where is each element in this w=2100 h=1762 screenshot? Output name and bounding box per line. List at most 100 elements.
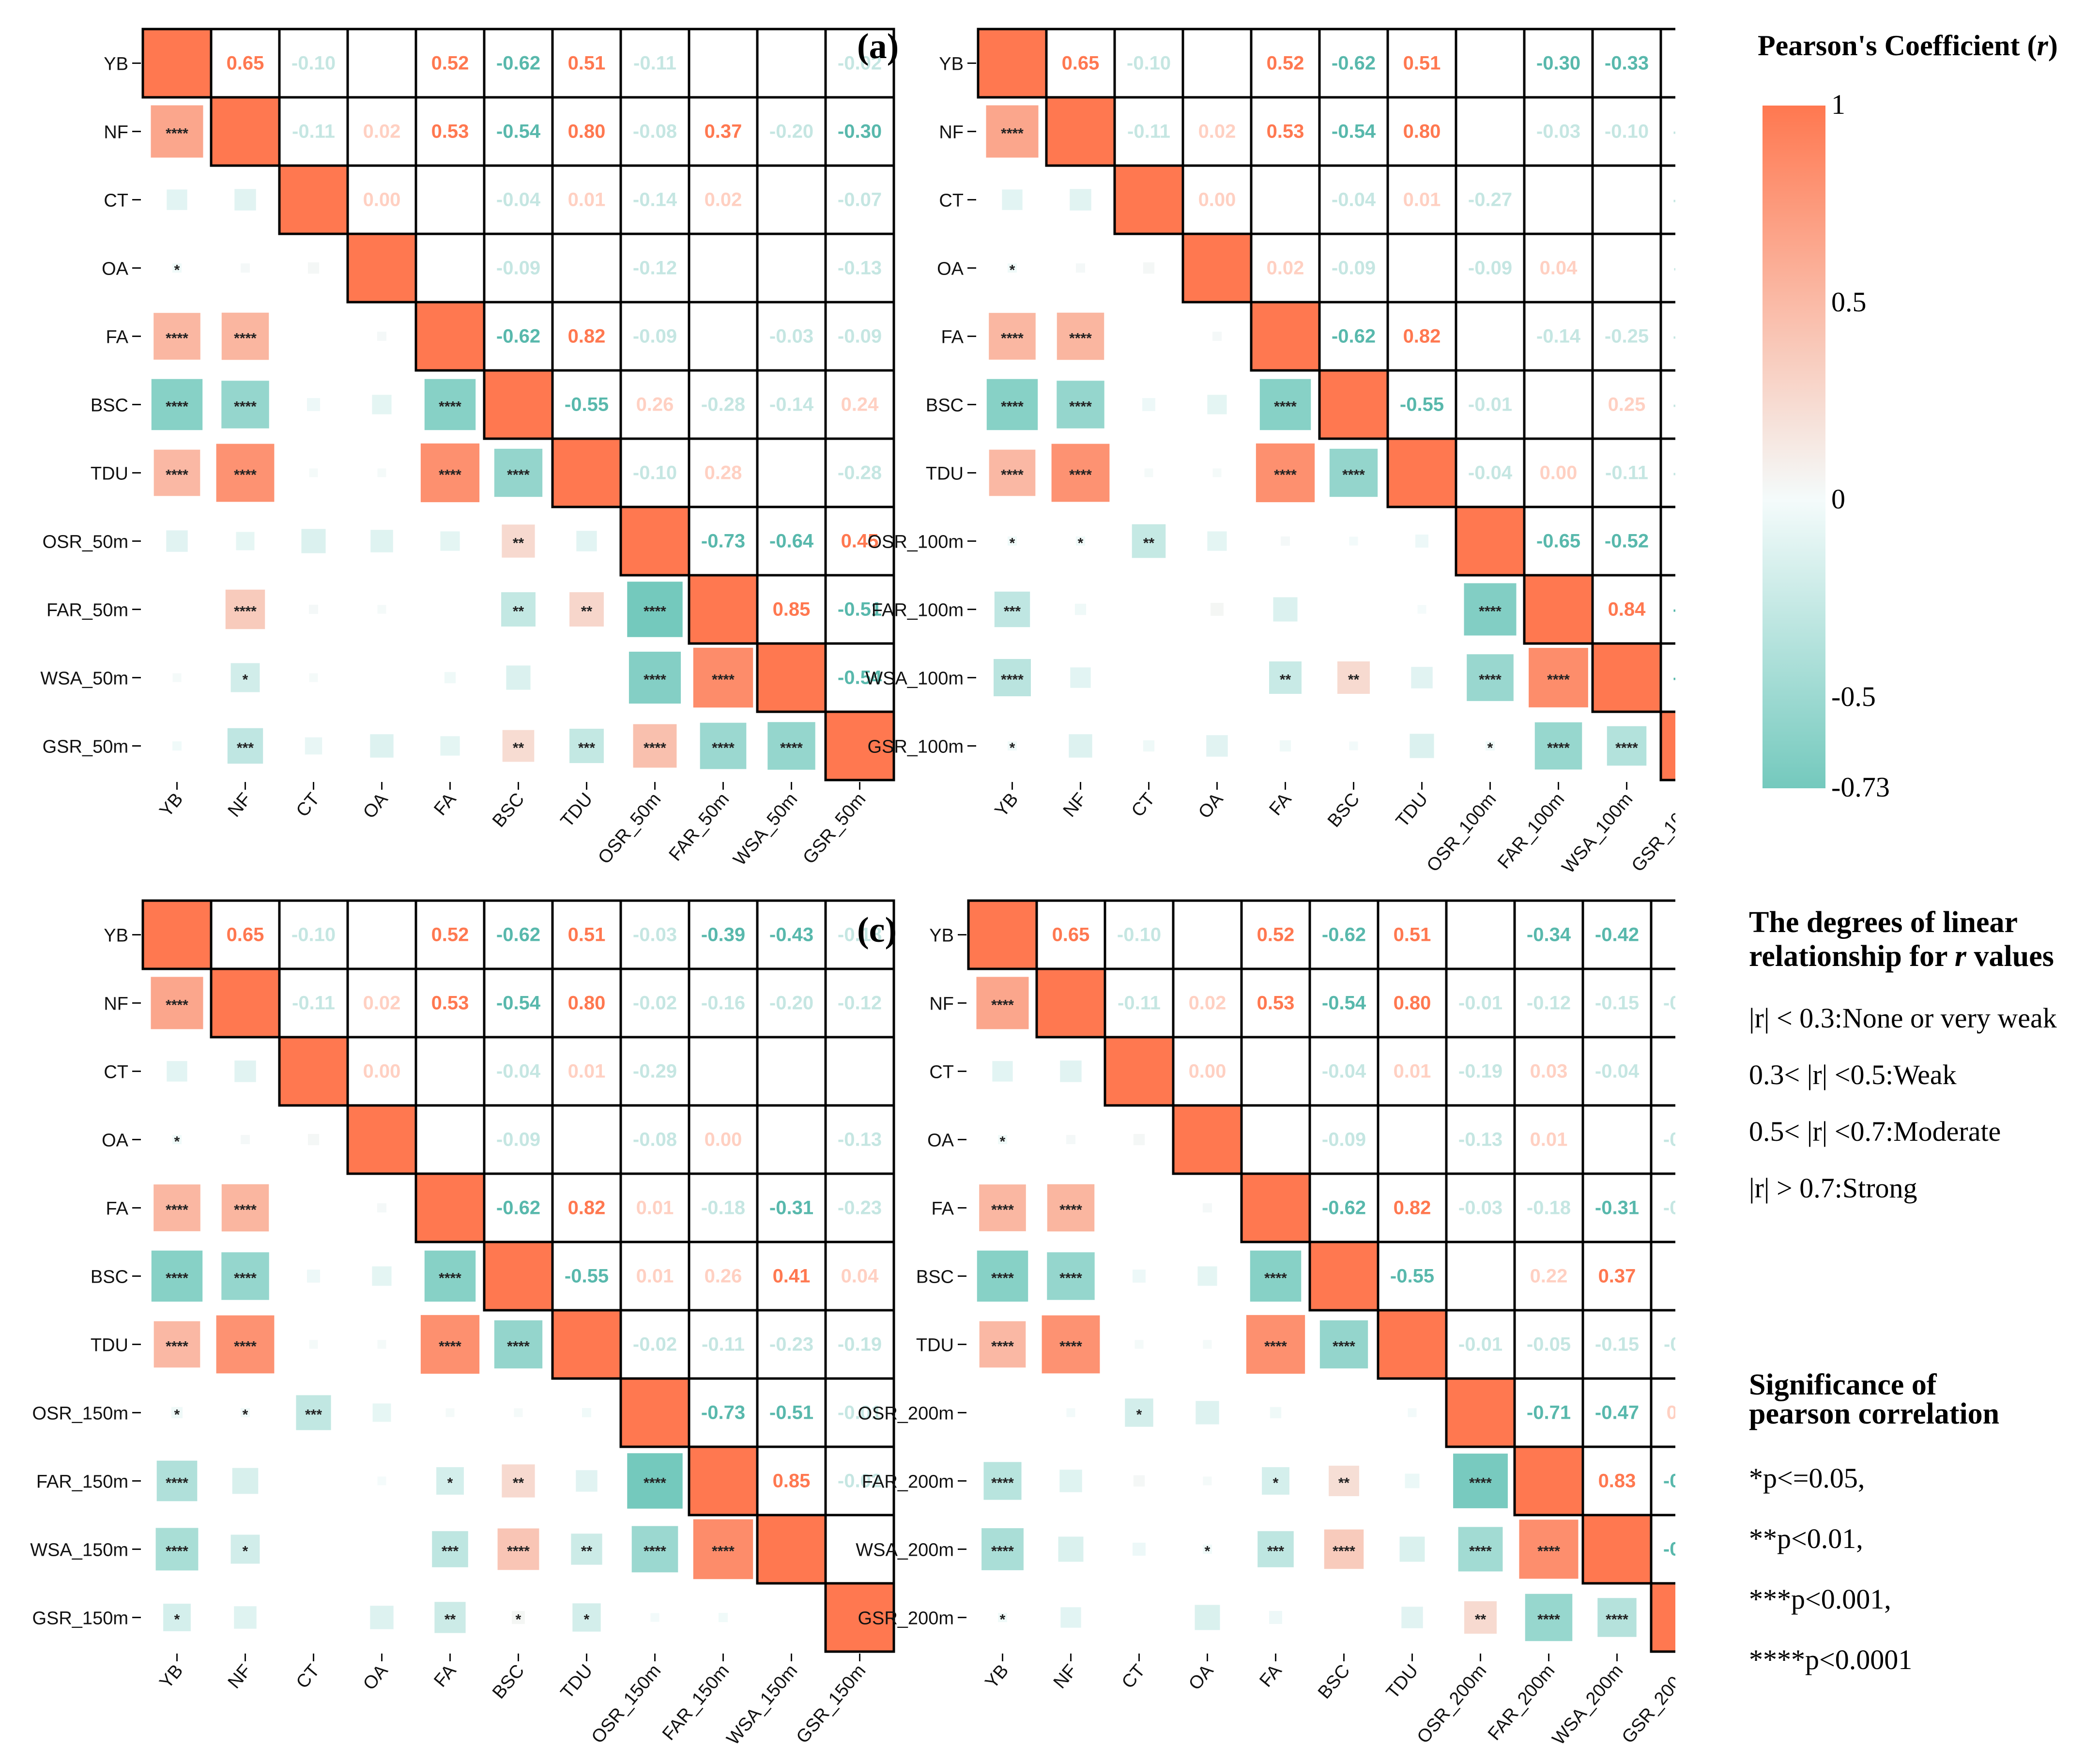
coefficient-label: -0.19 [1458,1061,1502,1082]
coefficient-label: 0.37 [1598,1266,1636,1287]
grid-cell [1650,1172,1675,1243]
grid-cell [1513,1104,1584,1175]
grid-cell [1308,1036,1380,1107]
coefficient-label: -0.28 [701,394,745,415]
coefficient-label: 0.22 [1530,1266,1568,1287]
significance-stars: **** [1274,467,1297,483]
correlation-square [216,1315,275,1374]
correlation-square [494,448,543,497]
coefficient-label: 0.02 [1267,258,1304,279]
correlation-square [225,589,265,629]
grid-cell [824,967,895,1039]
coefficient-label: 0.02 [1189,993,1226,1014]
grid-cell [551,232,622,304]
correlation-square [1329,1466,1359,1496]
correlation-square [221,381,269,429]
significance-stars: **** [712,740,735,756]
colorbar-tick-label: -0.73 [1831,771,1890,803]
significance-stars: **** [1059,1339,1082,1355]
correlation-square [1408,1408,1417,1417]
significance-stars: ** [581,604,593,620]
correlation-square [502,1464,535,1498]
grid-cell [414,164,486,235]
significance-stars: **** [1069,399,1092,415]
diagonal-cell [1445,1377,1516,1448]
correlation-square [1133,1475,1145,1487]
coefficient-label: -0.01 [1458,1334,1502,1355]
correlation-square [1060,1607,1081,1628]
significance-stars: **** [1274,399,1297,415]
significance-stars: **** [1537,1612,1560,1628]
column-label: WSA_50m [729,789,801,870]
significance-stars: *** [237,740,254,756]
grid-cell [824,1172,895,1243]
coefficient-label: -0.04 [496,189,541,211]
significance-stars: **** [234,1339,257,1355]
coefficient-label: -0.73 [701,531,745,552]
significance-item: *p<=0.05, [1749,1462,1865,1494]
correlation-square [420,1315,480,1374]
correlation-square [151,977,203,1029]
coefficient-label: 0.00 [363,189,401,211]
significance-stars: * [1000,1612,1006,1628]
correlation-square [693,647,753,708]
grid-cell [756,301,827,372]
correlation-square [377,332,386,341]
significance-stars: **** [1469,1475,1492,1491]
correlation-square [153,313,200,360]
degree-item: |r| > 0.7:Strong [1749,1172,1917,1204]
grid-cell [1240,1036,1311,1107]
significance-stars: **** [991,1475,1014,1491]
significance-stars: **** [507,1339,530,1355]
coefficient-label: -0.62 [1332,53,1376,74]
column-label: OSR_100m [1423,789,1501,876]
coefficient-label: -0.04 [1663,1197,1675,1219]
correlation-square [221,312,269,360]
grid-cell [414,1104,486,1175]
correlation-square [1133,1270,1146,1283]
grid-cell [824,1309,895,1380]
row-label: GSR_200m [858,1609,954,1629]
coefficient-label: 0.85 [773,1471,811,1492]
coefficient-label: -0.03 [1458,1197,1502,1219]
correlation-square [1057,312,1104,360]
panel-letter: (a) [857,27,899,66]
column-label: OA [1195,789,1227,823]
significance-stars: * [1010,740,1015,756]
correlation-square [1534,722,1582,770]
correlation-square [976,977,1029,1029]
significance-stars: * [1205,1544,1211,1560]
correlation-square [167,189,187,210]
grid-cell [1250,28,1321,99]
grid-cell [1386,96,1457,167]
coefficient-label: -0.64 [769,531,814,552]
coefficient-label: 0.41 [773,1266,811,1287]
grid-cell [551,967,622,1039]
row-label: FAR_150m [36,1472,128,1492]
correlation-square [151,105,203,158]
coefficient-label: -0.55 [565,1266,609,1287]
row-label: TDU [926,464,964,484]
coefficient-label: 0.25 [1608,394,1646,415]
degree-item: 0.3< |r| <0.5:Weak [1749,1059,1957,1090]
correlation-square [1207,531,1227,551]
correlation-square [377,468,386,477]
coefficient-label: -0.55 [565,394,609,415]
correlation-square [1417,605,1426,614]
significance-item: **p<0.01, [1749,1523,1863,1554]
correlation-square [1066,1408,1075,1417]
correlation-square [627,1453,683,1509]
correlation-square [1074,603,1087,615]
row-label: OA [927,1131,954,1151]
column-label: NF [1059,789,1091,821]
coefficient-label: -0.12 [1527,993,1571,1014]
significance-legend: Significance of pearson correlation [1749,1370,2098,1429]
correlation-square [370,1606,394,1629]
coefficient-label: -0.01 [1673,394,1675,415]
coefficient-label: -0.53 [1663,1471,1675,1492]
heatmap-panel-2: 0.65 -0.10 0.52 -0.62 0.51 -0.30 -0.33 -0.11 0.0… [865,28,1675,877]
grid-cell [824,96,895,167]
coefficient-label: 0.02 [363,993,401,1014]
correlation-square [1246,1315,1305,1374]
correlation-square [994,659,1031,696]
